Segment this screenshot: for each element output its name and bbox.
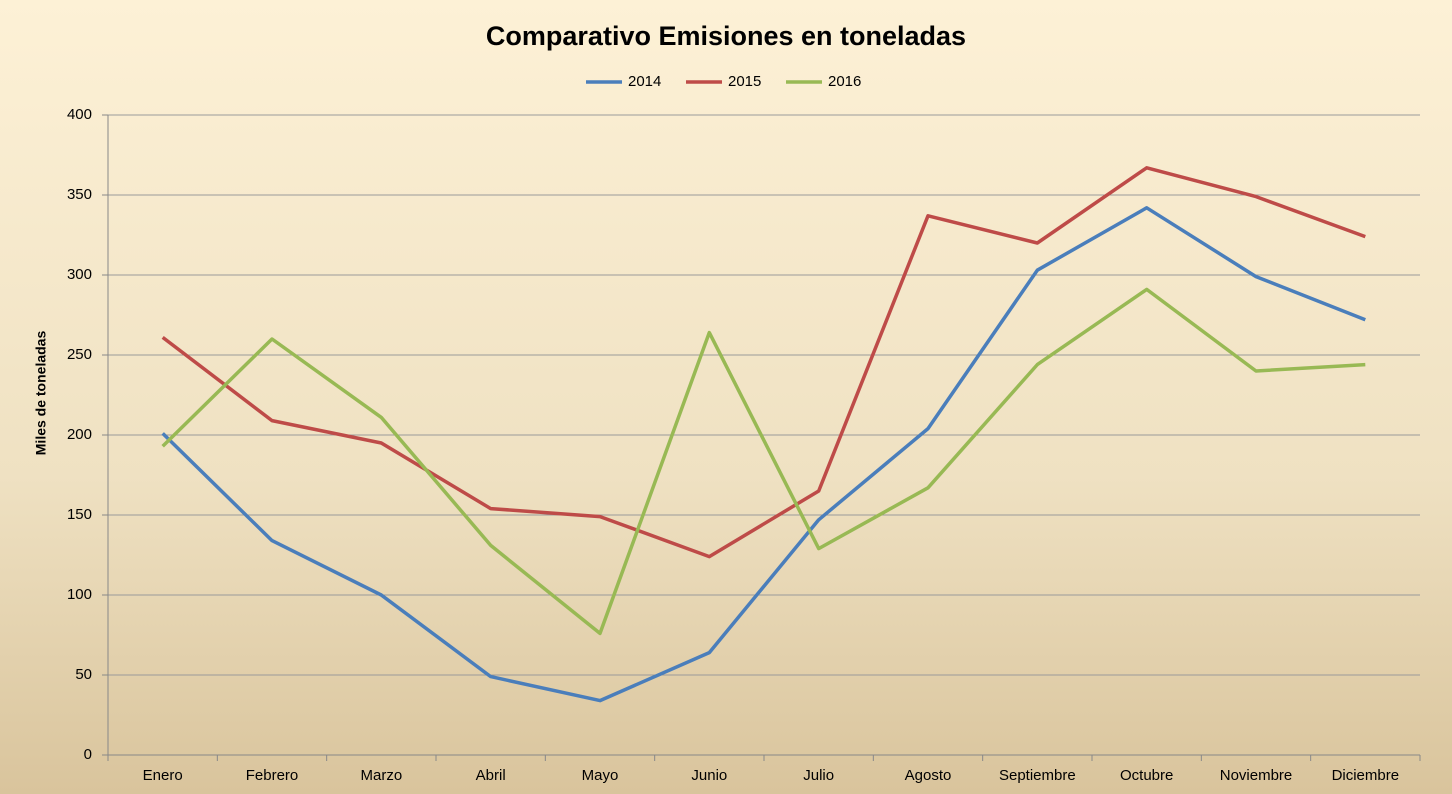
series-line — [161, 287, 1366, 636]
y-tick-label: 100 — [67, 586, 92, 603]
x-tick-label: Mayo — [582, 767, 619, 784]
x-tick-label: Julio — [803, 767, 834, 784]
chart-title: Comparativo Emisiones en toneladas — [486, 21, 966, 51]
legend-label: 2016 — [828, 73, 861, 90]
y-tick-label: 300 — [67, 266, 92, 283]
series-line — [161, 166, 1366, 559]
x-tick-label: Marzo — [360, 767, 402, 784]
x-tick-label: Noviembre — [1220, 767, 1293, 784]
x-tick-label: Agosto — [905, 767, 952, 784]
x-tick-label: Junio — [691, 767, 727, 784]
y-tick-label: 150 — [67, 506, 92, 523]
y-tick-label: 350 — [67, 186, 92, 203]
legend-label: 2015 — [728, 73, 761, 90]
y-tick-label: 200 — [67, 426, 92, 443]
y-tick-label: 50 — [75, 666, 92, 683]
legend-label: 2014 — [628, 73, 661, 90]
x-tick-label: Abril — [476, 767, 506, 784]
x-tick-label: Septiembre — [999, 767, 1076, 784]
y-axis-label: Miles de toneladas — [33, 331, 49, 456]
x-tick-label: Diciembre — [1332, 767, 1400, 784]
y-tick-label: 400 — [67, 106, 92, 123]
x-tick-label: Febrero — [246, 767, 299, 784]
y-tick-label: 250 — [67, 346, 92, 363]
x-tick-label: Octubre — [1120, 767, 1173, 784]
x-tick-label: Enero — [143, 767, 183, 784]
y-tick-label: 0 — [84, 746, 92, 763]
series-line — [161, 206, 1366, 703]
